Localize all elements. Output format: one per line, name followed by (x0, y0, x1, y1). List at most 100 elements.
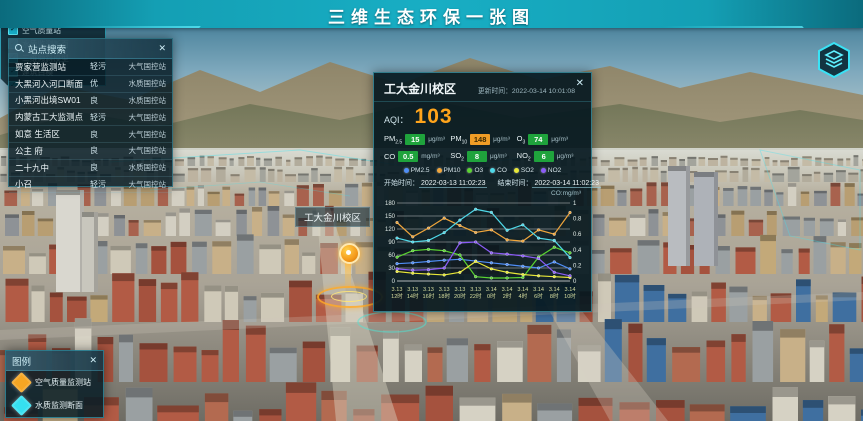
start-time-input[interactable]: 2022-03-13 11:02:23 (419, 180, 488, 188)
station-row[interactable]: 小召 轻污 大气国控站 (9, 177, 172, 194)
station-row[interactable]: 如意 生活区 良 大气国控站 (9, 126, 172, 143)
end-time-input[interactable]: 2022-03-14 11:02:23 (532, 180, 601, 188)
pollutant-unit: μg/m³ (493, 136, 510, 144)
chart-legend-item[interactable]: NO2 (540, 167, 561, 174)
svg-text:0: 0 (573, 279, 577, 285)
chart-legend-item[interactable]: SO2 (513, 167, 534, 174)
update-time-label: 更新时间： (477, 88, 512, 95)
pollutant-cell: CO 0.5 mg/m³ (384, 150, 450, 163)
pollutant-cell: NO2 6 μg/m³ (517, 151, 583, 163)
station-row[interactable]: 公主 府 良 大气国控站 (9, 143, 172, 160)
station-row[interactable]: 小黑河出境SW01 良 水质国控站 (9, 93, 172, 110)
station-row[interactable]: 内蒙古工大监测点 轻污 大气国控站 (9, 109, 172, 127)
aqi-label: AQI： (384, 115, 409, 125)
chart-legend-item[interactable]: CO (490, 167, 507, 174)
popup-update-time: 更新时间：2022-03-14 10:01:08 (478, 85, 583, 95)
page-title: 三维生态环保一张图 (328, 8, 535, 27)
pollutant-value-badge: 0.5 (398, 150, 419, 162)
station-type: 大气国控站 (128, 112, 167, 122)
legend-dot-icon (540, 168, 546, 173)
chart-legend-item[interactable]: PM2.5 (403, 167, 430, 174)
popup-header: 工大金川校区 更新时间：2022-03-14 10:01:08 ✕ (374, 73, 591, 102)
pollutant-grid: PM2.5 15 μg/m³ PM10 148 μg/m³ O3 74 μg/m³ CO 0.5 mg… (374, 129, 591, 164)
chart-legend: PM2.5 PM10 O3 CO SO2 NO2 (374, 164, 591, 175)
svg-text:0.4: 0.4 (573, 248, 582, 254)
station-type: 大气国控站 (128, 129, 167, 139)
pollutant-unit: μg/m³ (551, 136, 569, 144)
station-grade: 良 (90, 163, 98, 173)
svg-text:0.2: 0.2 (573, 263, 582, 269)
map-station-label[interactable]: 工大金川校区 (295, 207, 371, 227)
aqi-row: AQI： 103 (374, 102, 591, 129)
station-name: 小召 (15, 179, 33, 190)
pollutant-trend-chart: 0 30 60 90 120 150 180 1 0.8 0.6 0.4 0.2 0 3.13 12时 3.1… (385, 201, 582, 300)
station-grade: 轻污 (90, 62, 106, 72)
legend-dot-icon (490, 168, 496, 173)
legend-panel-close-icon[interactable]: ✕ (89, 355, 97, 365)
station-name: 大黑河入河口断面 (15, 78, 84, 89)
legend-item: 空气质量监测站 (6, 371, 103, 394)
layer-label: 空气质量站 (22, 25, 61, 35)
svg-text:180: 180 (385, 201, 396, 207)
station-panel-title: 站点搜索 (28, 44, 67, 56)
station-type: 大气国控站 (128, 179, 167, 189)
station-name: 二十九中 (15, 162, 50, 173)
marker-beam (345, 262, 351, 290)
legend-item: 水质监测断面 (6, 394, 103, 417)
pollutant-name: PM10 (450, 134, 468, 146)
pollutant-cell: O3 74 μg/m³ (517, 134, 583, 146)
station-type: 大气国控站 (128, 146, 167, 156)
legend-diamond-icon (10, 371, 33, 394)
legend-panel-title: 图例 (12, 356, 32, 368)
legend-dot-icon (403, 168, 409, 173)
station-grade: 优 (90, 79, 98, 89)
station-row[interactable]: 二十九中 良 水质国控站 (9, 160, 172, 177)
legend-item-label: 空气质量监测站 (35, 378, 91, 387)
layers-hexagon-icon[interactable] (815, 41, 853, 79)
legend-series-name: O3 (474, 167, 484, 174)
time-range-row: 开始时间： 2022-03-13 11:02:23 结束时间： 2022-03-14… (374, 175, 601, 188)
station-grade: 良 (90, 129, 98, 139)
station-row[interactable]: 贾家营监测站 轻污 大气国控站 (9, 59, 172, 76)
chart-legend-item[interactable]: PM10 (436, 167, 460, 174)
popup-close-icon[interactable]: ✕ (575, 78, 584, 89)
station-search-panel: 站点搜索 ✕ 贾家营监测站 轻污 大气国控站 大黑河入河口断面优水质国控站 小黑河出境S… (8, 38, 173, 194)
station-grade: 良 (90, 146, 98, 156)
pollutant-unit: μg/m³ (489, 152, 507, 160)
station-panel-close-icon[interactable]: ✕ (158, 43, 166, 53)
start-time-label: 开始时间： (384, 180, 419, 187)
station-row[interactable]: 大黑河入河口断面优 水质国控站 (9, 76, 172, 93)
pollutant-name: O3 (516, 134, 526, 146)
air-quality-popup: 工大金川校区 更新时间：2022-03-14 10:01:08 ✕ AQI： 1… (373, 72, 601, 312)
search-icon (15, 44, 24, 53)
chart-legend-item[interactable]: O3 (467, 167, 483, 174)
station-grade: 良 (90, 95, 98, 105)
station-marker-icon[interactable] (339, 243, 360, 264)
svg-text:0.6: 0.6 (573, 232, 582, 238)
pollutant-value-badge: 148 (470, 134, 491, 146)
pollutant-value-badge: 6 (533, 150, 554, 162)
svg-text:120: 120 (385, 227, 396, 233)
update-time-value: 2022-03-14 10:01:08 (511, 88, 575, 95)
pollutant-name: PM2.5 (384, 134, 403, 146)
legend-dot-icon (436, 168, 442, 173)
pollutant-name: NO2 (516, 150, 531, 163)
station-type: 水质国控站 (128, 163, 167, 173)
marker-ring-inner (331, 291, 367, 302)
end-time-group: 结束时间： 2022-03-14 11:02:23 (497, 178, 601, 188)
station-name: 如意 生活区 (15, 129, 60, 140)
legend-dot-icon (467, 168, 473, 173)
pollutant-unit: mg/m³ (421, 152, 440, 160)
station-grade: 轻污 (90, 179, 106, 189)
pollutant-name: CO (384, 151, 396, 161)
svg-text:0.8: 0.8 (573, 217, 582, 223)
